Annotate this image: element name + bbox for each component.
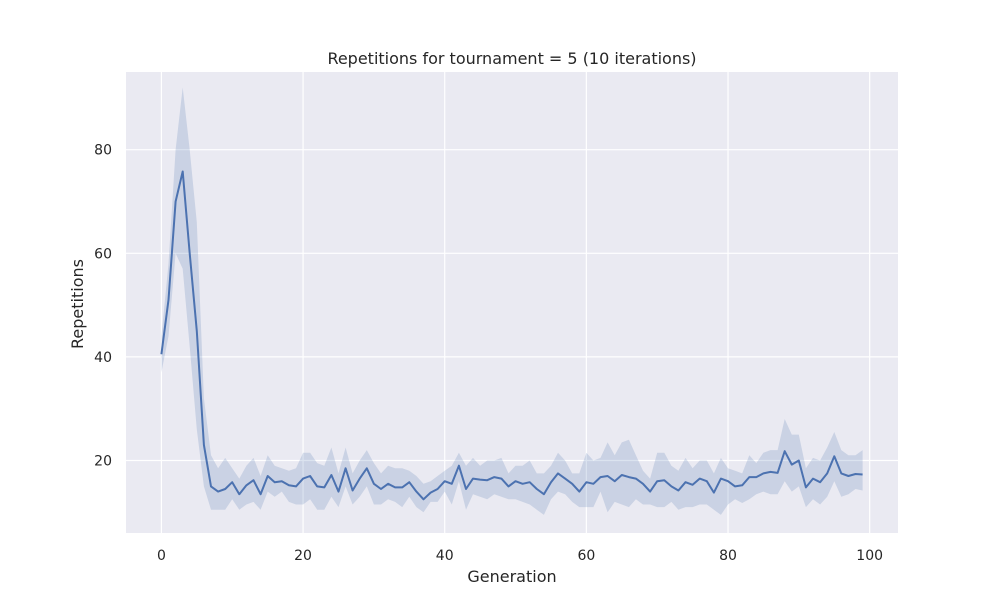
y-tick-label: 40 (94, 350, 112, 366)
x-tick-label: 0 (157, 548, 166, 564)
chart-title: Repetitions for tournament = 5 (10 itera… (327, 49, 696, 68)
confidence-band (161, 87, 863, 515)
y-axis-label: Repetitions (68, 259, 87, 349)
y-axis-ticks: 20 40 60 80 (94, 143, 112, 470)
grid-lines (126, 72, 898, 533)
x-tick-label: 100 (856, 548, 883, 564)
x-tick-label: 60 (577, 548, 595, 564)
y-tick-label: 80 (94, 143, 112, 159)
x-tick-label: 20 (294, 548, 312, 564)
x-tick-label: 40 (436, 548, 454, 564)
plot-area (126, 72, 898, 533)
x-axis-ticks: 0 20 40 60 80 100 (157, 548, 883, 564)
series-line (160, 170, 863, 501)
x-tick-label: 80 (719, 548, 737, 564)
x-axis-label: Generation (467, 567, 556, 586)
y-tick-label: 20 (94, 453, 112, 469)
y-tick-label: 60 (94, 246, 112, 262)
